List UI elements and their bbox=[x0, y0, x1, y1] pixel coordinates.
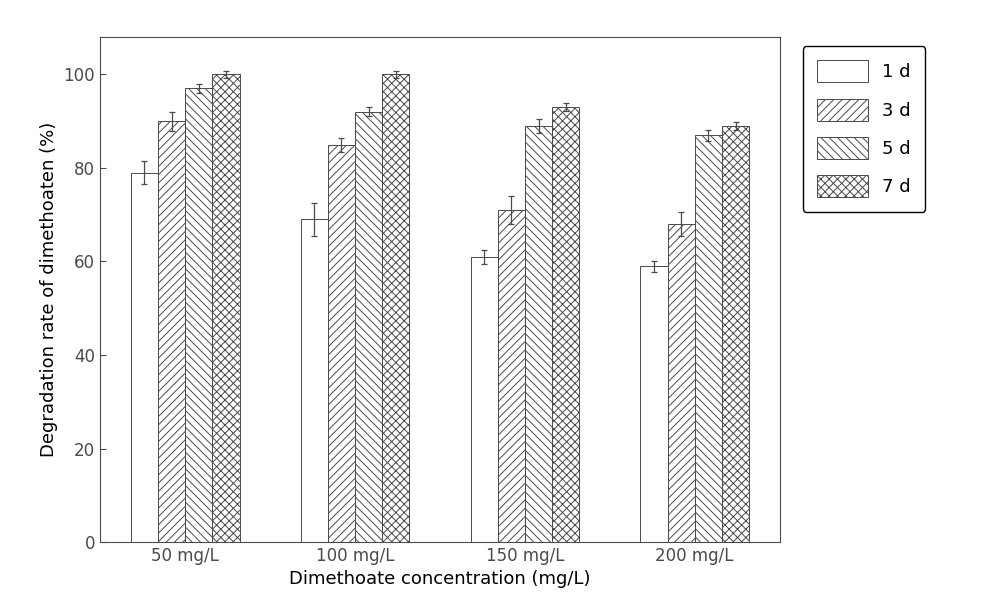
Bar bbox=[498, 210, 525, 542]
Bar bbox=[301, 219, 328, 542]
Bar bbox=[355, 111, 382, 542]
Legend: 1 d, 3 d, 5 d, 7 d: 1 d, 3 d, 5 d, 7 d bbox=[803, 46, 925, 212]
Bar bbox=[131, 172, 158, 542]
Bar bbox=[158, 121, 185, 542]
X-axis label: Dimethoate concentration (mg/L): Dimethoate concentration (mg/L) bbox=[289, 570, 591, 588]
Bar bbox=[471, 257, 498, 542]
Bar bbox=[722, 126, 749, 542]
Bar bbox=[382, 75, 409, 542]
Bar bbox=[185, 89, 212, 542]
Bar bbox=[525, 126, 552, 542]
Y-axis label: Degradation rate of dimethoaten (%): Degradation rate of dimethoaten (%) bbox=[40, 122, 58, 457]
Bar bbox=[640, 266, 668, 542]
Bar bbox=[328, 145, 355, 542]
Bar bbox=[212, 75, 240, 542]
Bar bbox=[668, 224, 695, 542]
Bar bbox=[695, 135, 722, 542]
Bar bbox=[552, 107, 579, 542]
